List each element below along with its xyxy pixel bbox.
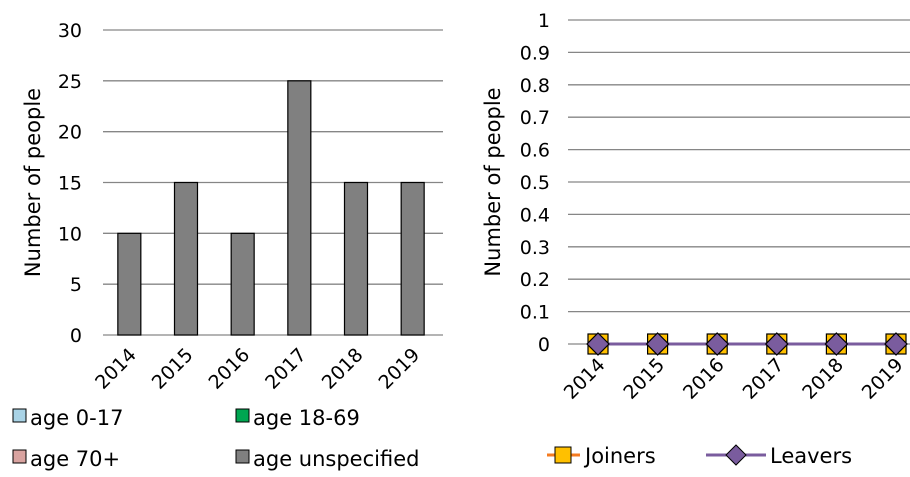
legend-label: Leavers [770,444,852,468]
legend-swatch [12,408,27,423]
y-tick-label: 30 [58,20,82,42]
y-axis-title: Number of people [481,87,505,276]
legend-marker [554,446,572,464]
legend-swatch [235,408,250,423]
legend-label: age 18-69 [253,406,360,430]
x-tick-label: 2017 [261,344,311,394]
y-tick-label: 15 [58,173,82,195]
bar [400,181,425,336]
x-tick-label: 2017 [739,354,789,404]
y-tick-label: 0.4 [520,204,550,226]
legend-swatch [12,449,27,464]
x-tick-label: 2016 [679,354,729,404]
x-tick-label: 2018 [798,354,848,404]
legend-label: age 0-17 [30,406,123,430]
data-point [705,332,730,356]
right-line-chart: 0 0.1 0.2 0.3 0.4 0.5 0.6 0.7 0.8 0.9 1 Number of p… [481,10,910,468]
legend-label: age 70+ [30,447,120,471]
y-tick-label: 10 [58,223,82,245]
x-tick-label: 2018 [318,344,368,394]
y-tick-label: 0.5 [520,172,550,194]
left-bar-chart: 0 5 10 15 20 25 30 Number of people 2014 2015 2016… [12,20,443,471]
y-axis-title: Number of people [21,88,45,277]
y-tick-label: 0.7 [520,107,550,129]
bar [173,181,199,336]
bar [287,80,312,336]
x-tick-label: 2014 [91,344,141,394]
bar [230,232,255,336]
data-point [824,332,849,356]
legend-label: age unspecified [253,447,419,471]
y-tick-label: 0.6 [520,140,550,162]
y-tick-label: 5 [70,274,82,296]
y-tick-label: 0.8 [520,75,550,97]
data-point [645,332,670,356]
y-tick-label: 0.3 [520,237,550,259]
data-point [764,332,789,356]
y-tick-label: 0 [538,334,550,356]
y-tick-label: 0.1 [520,302,550,324]
bar [117,232,142,336]
x-tick-label: 2014 [560,354,610,404]
x-tick-label: 2019 [858,354,908,404]
y-tick-label: 20 [58,122,82,144]
bar [343,181,369,336]
legend-swatch [235,449,250,464]
legend-marker [725,444,747,466]
x-tick-label: 2015 [619,354,669,404]
x-tick-label: 2015 [148,344,198,394]
y-tick-label: 25 [58,71,82,93]
y-tick-label: 0.9 [520,42,550,64]
x-tick-label: 2016 [204,344,254,394]
legend-label: Joiners [583,444,656,468]
y-tick-label: 0 [70,325,82,347]
data-point [586,332,610,356]
y-tick-label: 0.2 [520,269,550,291]
x-tick-label: 2019 [374,344,424,394]
data-point [884,332,908,356]
y-tick-label: 1 [538,10,550,32]
